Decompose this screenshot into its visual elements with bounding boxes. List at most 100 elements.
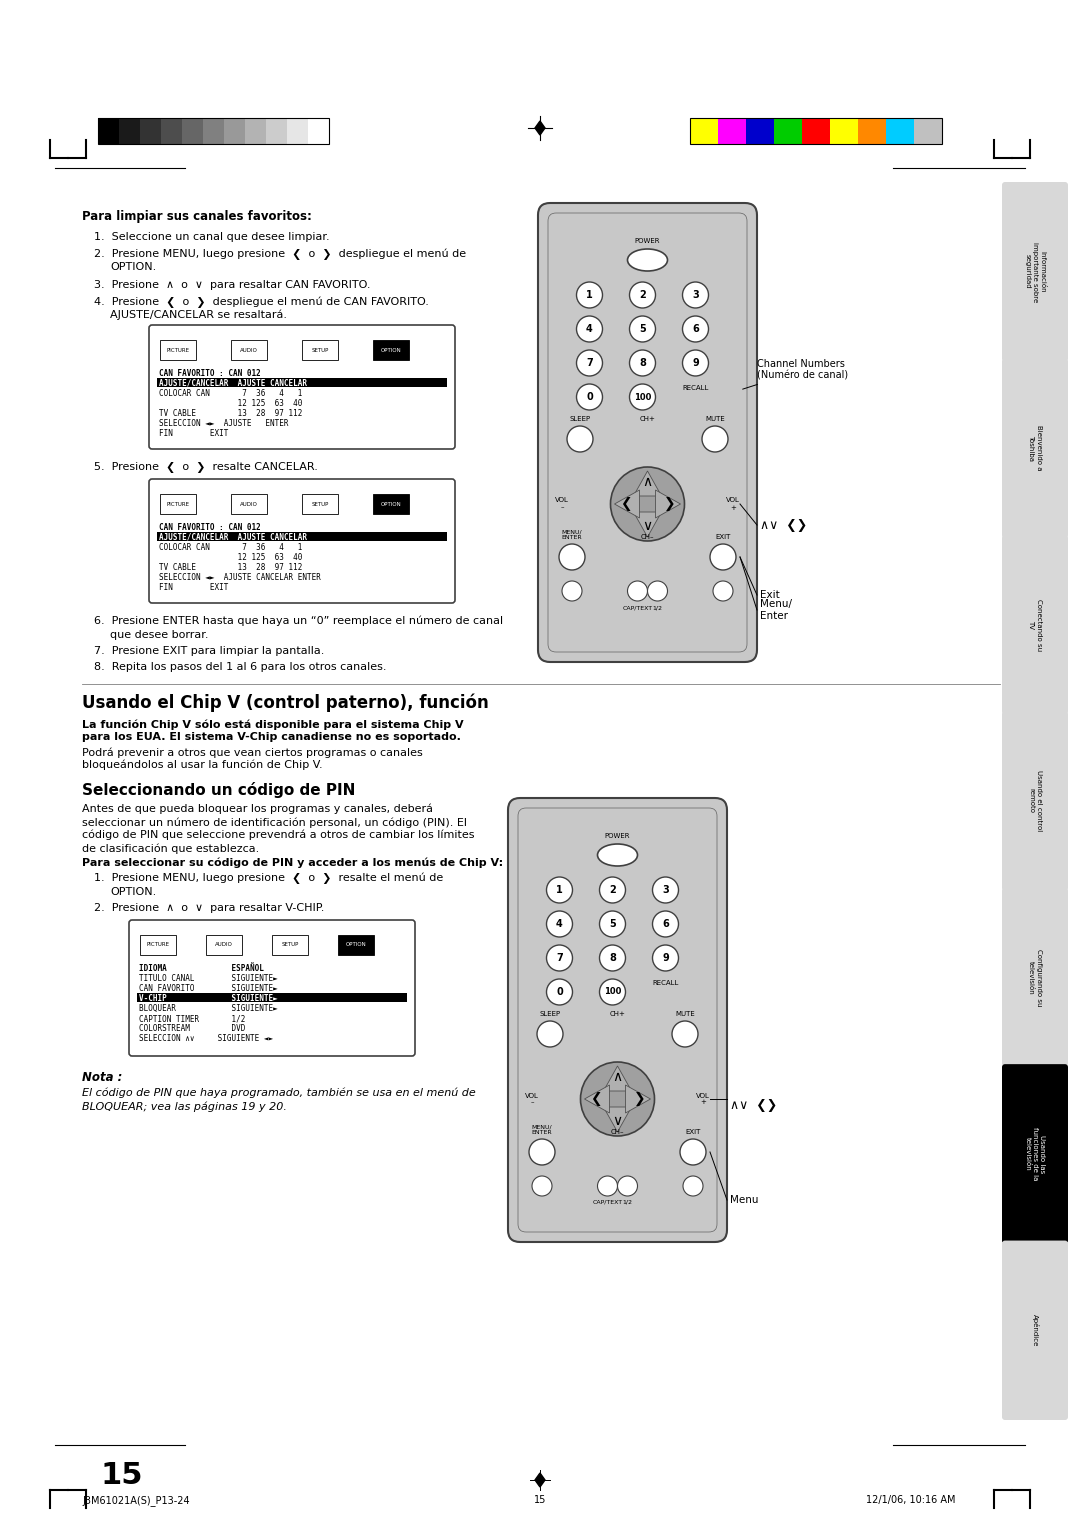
Bar — [160, 494, 195, 513]
Circle shape — [630, 384, 656, 410]
Bar — [231, 494, 267, 513]
Circle shape — [652, 877, 678, 903]
Text: Usando el control
remoto: Usando el control remoto — [1028, 770, 1042, 831]
Text: Usando las
funciones de la
televisión: Usando las funciones de la televisión — [1025, 1128, 1045, 1181]
Circle shape — [610, 468, 685, 541]
Bar — [157, 377, 447, 387]
FancyBboxPatch shape — [149, 478, 455, 604]
Text: AJUSTE/CANCELAR se resaltará.: AJUSTE/CANCELAR se resaltará. — [110, 310, 287, 321]
Text: Configurando su
televisión: Configurando su televisión — [1028, 949, 1042, 1005]
Circle shape — [577, 384, 603, 410]
Text: 5.  Presione  ❮  o  ❯  resalte CANCELAR.: 5. Presione ❮ o ❯ resalte CANCELAR. — [94, 461, 318, 474]
Text: 5: 5 — [609, 918, 616, 929]
Text: AJUSTE/CANCELAR  AJUSTE CANCELAR: AJUSTE/CANCELAR AJUSTE CANCELAR — [159, 379, 307, 388]
Polygon shape — [535, 1473, 545, 1487]
Circle shape — [710, 544, 735, 570]
Bar — [302, 494, 338, 513]
Circle shape — [599, 944, 625, 970]
Bar — [373, 494, 409, 513]
Circle shape — [680, 1138, 706, 1164]
Text: 6: 6 — [692, 324, 699, 335]
Circle shape — [630, 283, 656, 309]
Text: bloqueándolos al usar la función de Chip V.: bloqueándolos al usar la función de Chip… — [82, 759, 323, 770]
Circle shape — [683, 283, 708, 309]
Text: OPTION: OPTION — [380, 347, 402, 353]
Text: CAPTION TIMER       1/2: CAPTION TIMER 1/2 — [139, 1015, 245, 1024]
Bar — [266, 118, 287, 144]
Text: Antes de que pueda bloquear los programas y canales, deberá: Antes de que pueda bloquear los programa… — [82, 804, 433, 814]
Circle shape — [567, 426, 593, 452]
FancyBboxPatch shape — [508, 798, 727, 1242]
Text: POWER: POWER — [605, 833, 631, 839]
FancyBboxPatch shape — [1002, 535, 1068, 714]
Text: ∧: ∧ — [643, 475, 652, 489]
Text: COLOCAR CAN       7  36   4   1: COLOCAR CAN 7 36 4 1 — [159, 542, 302, 552]
Text: ∨: ∨ — [612, 1114, 622, 1128]
Circle shape — [652, 944, 678, 970]
Text: SETUP: SETUP — [311, 501, 328, 506]
Circle shape — [683, 1177, 703, 1196]
Text: TITULO CANAL        SIGUIENTE►: TITULO CANAL SIGUIENTE► — [139, 973, 278, 983]
Text: CAN FAVORITO        SIGUIENTE►: CAN FAVORITO SIGUIENTE► — [139, 984, 278, 993]
Text: MENU/
ENTER: MENU/ ENTER — [531, 1125, 552, 1135]
Text: FIN        EXIT: FIN EXIT — [159, 429, 228, 439]
Bar — [203, 118, 224, 144]
Text: Channel Numbers
(Numéro de canal): Channel Numbers (Numéro de canal) — [743, 359, 848, 390]
Text: 9: 9 — [692, 358, 699, 368]
Text: 7: 7 — [556, 953, 563, 963]
Text: PICTURE: PICTURE — [166, 347, 189, 353]
FancyBboxPatch shape — [1002, 712, 1068, 891]
Text: Menu: Menu — [730, 1195, 758, 1206]
Bar — [373, 341, 409, 361]
Text: FIN        EXIT: FIN EXIT — [159, 584, 228, 591]
Text: SELECCION ∧∨     SIGUIENTE ◄►: SELECCION ∧∨ SIGUIENTE ◄► — [139, 1034, 273, 1044]
Text: 1/2: 1/2 — [652, 605, 662, 610]
Text: CH+: CH+ — [639, 416, 656, 422]
Text: SELECCION ◄►  AJUSTE   ENTER: SELECCION ◄► AJUSTE ENTER — [159, 419, 288, 428]
Text: CAP/TEXT: CAP/TEXT — [593, 1199, 622, 1206]
Text: Para limpiar sus canales favoritos:: Para limpiar sus canales favoritos: — [82, 209, 312, 223]
Text: 2: 2 — [609, 885, 616, 895]
Text: Usando el Chip V (control paterno), función: Usando el Chip V (control paterno), func… — [82, 694, 489, 712]
Polygon shape — [656, 490, 680, 518]
FancyBboxPatch shape — [1002, 1063, 1068, 1244]
Text: CAP/TEXT: CAP/TEXT — [622, 605, 652, 610]
Text: RECALL: RECALL — [652, 979, 678, 986]
Bar — [690, 118, 942, 144]
Circle shape — [630, 350, 656, 376]
Bar — [140, 118, 161, 144]
Text: OPTION.: OPTION. — [110, 261, 157, 272]
Text: 5: 5 — [639, 324, 646, 335]
Text: RECALL: RECALL — [683, 385, 708, 391]
Circle shape — [630, 316, 656, 342]
Bar — [308, 118, 329, 144]
Text: V-CHIP              SIGUIENTE►: V-CHIP SIGUIENTE► — [139, 995, 278, 1002]
Text: 1.  Presione MENU, luego presione  ❮  o  ❯  resalte el menú de: 1. Presione MENU, luego presione ❮ o ❯ r… — [94, 872, 443, 885]
Circle shape — [672, 1021, 698, 1047]
Circle shape — [562, 581, 582, 601]
Text: 2.  Presione  ∧  o  ∨  para resaltar V-CHIP.: 2. Presione ∧ o ∨ para resaltar V-CHIP. — [94, 903, 324, 914]
Text: 7: 7 — [586, 358, 593, 368]
FancyBboxPatch shape — [129, 920, 415, 1056]
Text: ❯: ❯ — [664, 497, 675, 510]
Circle shape — [546, 979, 572, 1005]
Bar — [98, 118, 329, 144]
Circle shape — [577, 283, 603, 309]
Text: 1.  Seleccione un canal que desee limpiar.: 1. Seleccione un canal que desee limpiar… — [94, 232, 329, 241]
Text: 6: 6 — [662, 918, 669, 929]
Circle shape — [546, 911, 572, 937]
Circle shape — [618, 1177, 637, 1196]
Text: POWER: POWER — [635, 238, 660, 244]
Circle shape — [537, 1021, 563, 1047]
Circle shape — [546, 944, 572, 970]
Text: CAN FAVORITO : CAN 012: CAN FAVORITO : CAN 012 — [159, 523, 260, 532]
Bar — [137, 993, 407, 1002]
Text: ❮: ❮ — [590, 1093, 602, 1106]
Circle shape — [577, 350, 603, 376]
Bar — [157, 532, 447, 541]
Bar — [224, 118, 245, 144]
Text: 4: 4 — [556, 918, 563, 929]
Text: VOL
–: VOL – — [525, 1093, 539, 1105]
Circle shape — [652, 911, 678, 937]
Text: 2: 2 — [639, 290, 646, 299]
